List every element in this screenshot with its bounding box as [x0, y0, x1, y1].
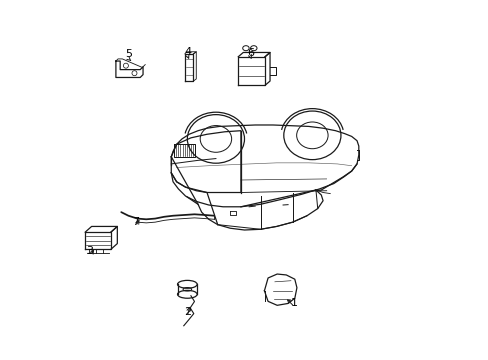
- Text: 1: 1: [290, 297, 297, 307]
- Text: 2: 2: [183, 307, 190, 317]
- Text: 5: 5: [124, 49, 132, 59]
- Text: 6: 6: [247, 48, 254, 58]
- Text: 4: 4: [184, 48, 191, 58]
- Text: 3: 3: [86, 247, 94, 256]
- Text: 7: 7: [132, 217, 139, 227]
